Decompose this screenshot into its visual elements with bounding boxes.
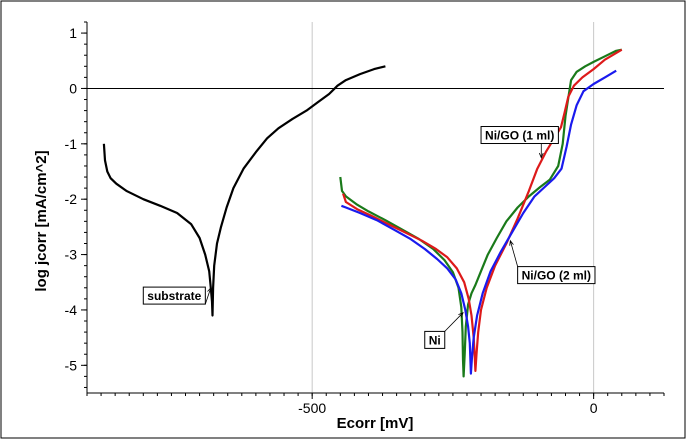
series-line-ni-go-1-ml <box>342 48 623 372</box>
x-tick-label: 0 <box>590 400 598 416</box>
x-axis-label: Ecorr [mV] <box>337 415 414 432</box>
annotation-label: substrate <box>147 289 201 303</box>
annotation-box <box>424 330 446 349</box>
annotation-substrate: substrate <box>142 286 212 305</box>
series-layer <box>102 48 623 378</box>
annotation-box <box>142 286 206 305</box>
y-axis-label: log jcorr [mA/cm^2] <box>33 150 50 291</box>
axes-layer: -500 0 1 0 -1 -2 -3 -4 -5 <box>65 21 665 416</box>
annotation-ni-go-2-ml: Ni/GO (2 ml) <box>509 239 596 285</box>
annotation-label: Ni/GO (2 ml) <box>522 269 591 283</box>
annotation-label: Ni <box>429 333 441 347</box>
annotation-box <box>480 126 559 145</box>
y-tick-label: 0 <box>69 80 77 96</box>
y-tick-label: -2 <box>65 191 78 207</box>
y-tick-label: 1 <box>69 25 77 41</box>
annotation-leader <box>204 287 212 305</box>
y-tick-label: -4 <box>65 302 78 318</box>
annotation-box <box>517 266 596 285</box>
series-line-substrate <box>102 65 386 317</box>
annotation-ni: Ni <box>424 311 464 349</box>
annotation-leader <box>444 312 464 332</box>
y-tick-label: -1 <box>65 136 78 152</box>
annotation-arrowhead <box>458 311 464 318</box>
annotation-layer: substrate Ni Ni/GO (1 ml) Ni/GO (2 ml) <box>142 126 596 349</box>
annotation-arrowhead <box>207 286 212 293</box>
annotation-label: Ni/GO (1 ml) <box>485 129 554 143</box>
annotation-leader <box>509 240 519 267</box>
annotation-ni-go-1-ml: Ni/GO (1 ml) <box>480 126 559 159</box>
series-line-ni-go-2-ml <box>341 69 617 375</box>
x-tick-label: -500 <box>298 400 326 416</box>
y-tick-label: -3 <box>65 247 78 263</box>
y-tick-label: -5 <box>65 357 78 373</box>
annotation-arrowhead <box>538 152 544 159</box>
annotation-arrowhead <box>509 239 514 246</box>
